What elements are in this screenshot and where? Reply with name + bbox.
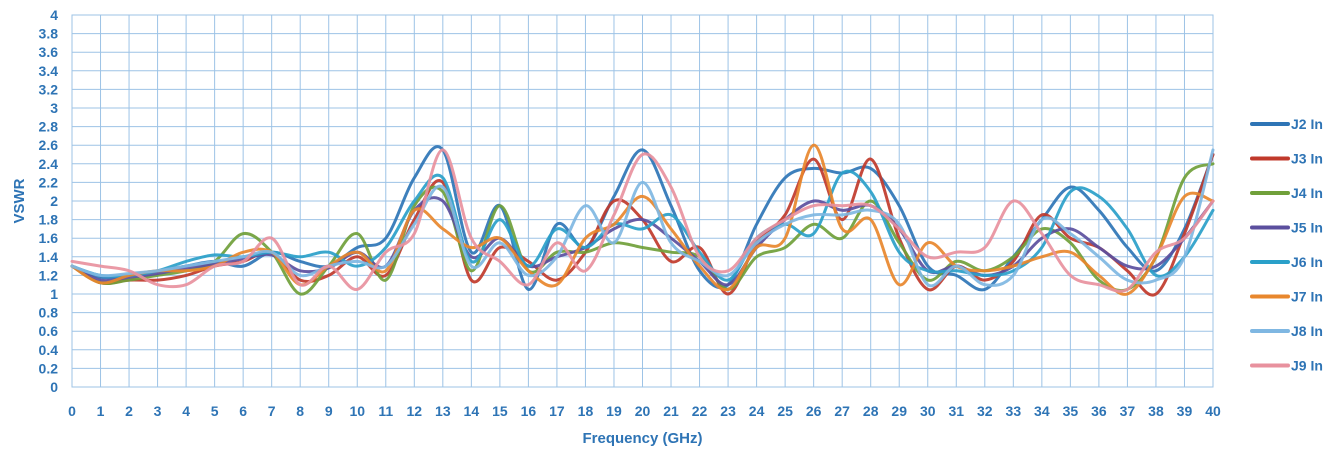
series-lines [70, 143, 1215, 297]
x-axis-title: Frequency (GHz) [582, 430, 702, 447]
x-tick-label: 13 [435, 403, 451, 419]
x-tick-label: 10 [349, 403, 365, 419]
x-tick-label: 37 [1120, 403, 1136, 419]
legend-item-j5-in: J5 In [1250, 220, 1323, 236]
x-tick-label: 40 [1205, 403, 1221, 419]
y-tick-label: 1.8 [39, 212, 59, 228]
legend-item-j2-in: J2 In [1250, 116, 1323, 132]
x-tick-label: 33 [1006, 403, 1022, 419]
y-tick-label: 3.8 [39, 26, 59, 42]
y-tick-label: 0 [50, 379, 58, 395]
axes: 0 0.2 0.4 0.6 0.8 1 1.2 1.4 1.6 1.8 2 2.2 2.4 2.6 2.8 3… [39, 7, 1221, 419]
x-tick-label: 34 [1034, 403, 1050, 419]
x-tick-label: 30 [920, 403, 936, 419]
y-tick-label: 3 [50, 100, 58, 116]
x-tick-label: 18 [578, 403, 594, 419]
x-tick-label: 17 [549, 403, 565, 419]
y-axis-title: VSWR [11, 178, 28, 223]
x-tick-label: 38 [1148, 403, 1164, 419]
legend-label: J2 In [1291, 116, 1323, 132]
x-tick-label: 32 [977, 403, 993, 419]
series-line-j9-in [70, 148, 1215, 293]
legend-item-j7-in: J7 In [1250, 289, 1323, 305]
x-tick-label: 31 [948, 403, 964, 419]
y-tick-label: 2.2 [39, 174, 59, 190]
x-tick-label: 7 [268, 403, 276, 419]
x-tick-label: 22 [692, 403, 708, 419]
series-line-j8-in [70, 148, 1215, 288]
x-tick-label: 16 [521, 403, 537, 419]
x-tick-label: 29 [891, 403, 907, 419]
x-tick-label: 26 [806, 403, 822, 419]
x-tick-label: 6 [239, 403, 247, 419]
y-tick-label: 0.6 [39, 323, 59, 339]
y-tick-label: 2.4 [39, 156, 59, 172]
legend: J2 In J3 In J4 In J5 In J6 In J7 In J8 In J9 In [1250, 116, 1323, 374]
legend-item-j4-in: J4 In [1250, 185, 1323, 201]
x-tick-label: 5 [211, 403, 219, 419]
x-tick-label: 27 [834, 403, 850, 419]
legend-label: J4 In [1291, 185, 1323, 201]
x-tick-label: 12 [407, 403, 423, 419]
x-tick-label: 24 [749, 403, 765, 419]
y-tick-label: 0.8 [39, 305, 59, 321]
x-tick-label: 23 [720, 403, 736, 419]
x-tick-label: 15 [492, 403, 508, 419]
x-tick-label: 39 [1177, 403, 1193, 419]
x-tick-label: 1 [97, 403, 105, 419]
y-tick-label: 3.2 [39, 81, 59, 97]
x-tick-label: 19 [606, 403, 622, 419]
y-tick-label: 0.4 [39, 342, 59, 358]
legend-item-j9-in: J9 In [1250, 358, 1323, 374]
y-tick-label: 2 [50, 193, 58, 209]
y-tick-label: 3.6 [39, 44, 59, 60]
y-tick-label: 2.8 [39, 119, 59, 135]
x-tick-label: 11 [378, 403, 393, 419]
x-tick-label: 36 [1091, 403, 1107, 419]
legend-label: J7 In [1291, 289, 1323, 305]
x-tick-label: 35 [1063, 403, 1079, 419]
x-tick-label: 20 [635, 403, 651, 419]
y-tick-label: 1 [50, 286, 58, 302]
legend-label: J9 In [1291, 358, 1323, 374]
x-tick-label: 21 [663, 403, 679, 419]
legend-label: J6 In [1291, 254, 1323, 270]
legend-item-j8-in: J8 In [1250, 323, 1323, 339]
x-tick-label: 14 [464, 403, 480, 419]
legend-label: J8 In [1291, 323, 1323, 339]
x-tick-label: 2 [125, 403, 133, 419]
y-tick-label: 3.4 [39, 63, 59, 79]
x-tick-label: 25 [777, 403, 793, 419]
x-tick-label: 0 [68, 403, 76, 419]
legend-label: J5 In [1291, 220, 1323, 236]
x-tick-label: 8 [296, 403, 304, 419]
legend-item-j3-in: J3 In [1250, 151, 1323, 167]
y-tick-label: 0.2 [39, 360, 59, 376]
x-tick-label: 4 [182, 403, 190, 419]
x-tick-label: 3 [154, 403, 162, 419]
x-tick-label: 9 [325, 403, 333, 419]
legend-label: J3 In [1291, 151, 1323, 167]
grid [71, 14, 1214, 388]
x-tick-label: 28 [863, 403, 879, 419]
legend-item-j6-in: J6 In [1250, 254, 1323, 270]
y-tick-label: 2.6 [39, 137, 59, 153]
y-tick-label: 4 [50, 7, 58, 23]
y-tick-label: 1.6 [39, 230, 59, 246]
y-tick-label: 1.2 [39, 267, 59, 283]
y-tick-label: 1.4 [39, 249, 59, 265]
